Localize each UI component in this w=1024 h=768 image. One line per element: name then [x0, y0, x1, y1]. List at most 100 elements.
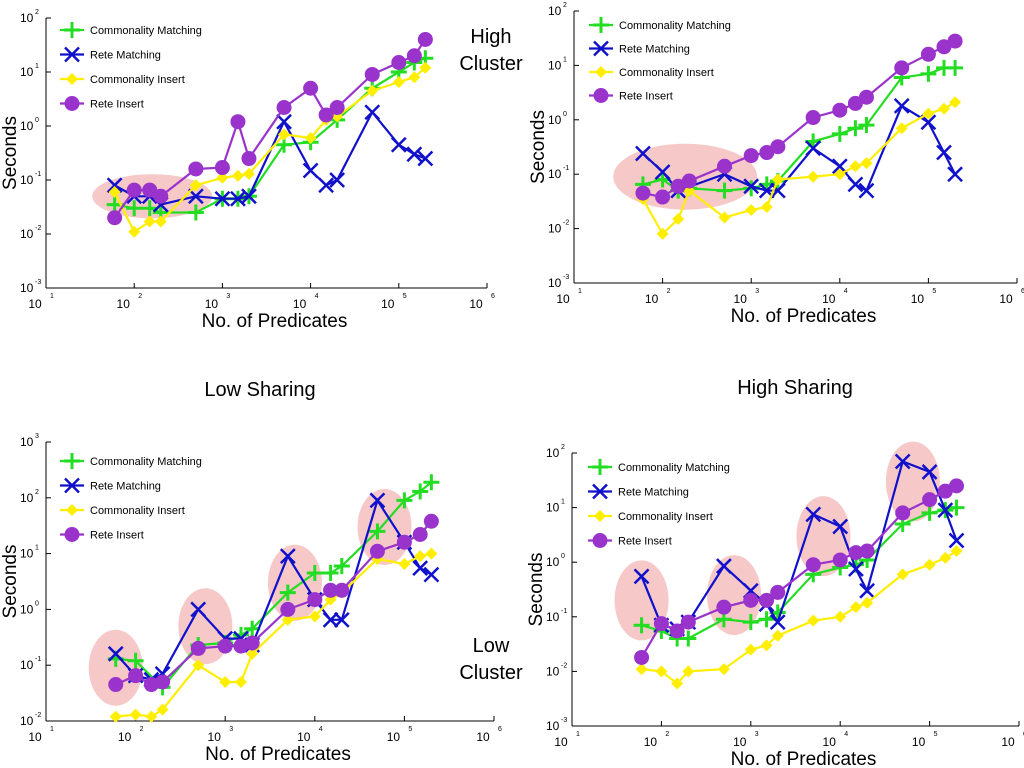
legend-marker [66, 504, 78, 516]
x-tick-label-1: 10 [117, 297, 131, 311]
data-point [307, 592, 323, 608]
data-point [143, 677, 159, 693]
data-point [241, 188, 257, 205]
y-tick-label-4: 10 [548, 58, 562, 72]
y-tick-exp-2: -1 [563, 165, 569, 172]
x-tick-label-1: 10 [118, 730, 132, 744]
legend-label: Commonality Matching [90, 456, 202, 468]
y-tick-label-0: 10 [20, 714, 34, 728]
legend-label: Commonality Insert [90, 74, 185, 86]
data-point [949, 96, 962, 109]
data-point [412, 526, 428, 542]
legend-item-commonality-matching: Commonality Matching [588, 459, 730, 475]
x-tick-label-4: 10 [912, 735, 926, 749]
data-point [108, 185, 121, 198]
data-point [392, 76, 405, 89]
legend: Commonality Matching Rete Matching Commona… [60, 22, 202, 111]
data-point [923, 558, 936, 571]
data-point [759, 145, 775, 161]
series-line [114, 497, 432, 681]
data-point [276, 113, 292, 130]
data-point [308, 610, 321, 623]
data-point [894, 60, 910, 76]
x-tick-label-2: 10 [734, 292, 748, 306]
data-point [188, 161, 204, 177]
series-rete-matching [106, 104, 434, 213]
high-cluster-label-line1: High [470, 26, 512, 48]
legend-item-commonality-insert: Commonality Insert [588, 510, 713, 523]
x-tick-label-0: 10 [556, 292, 570, 306]
y-tick-exp-2: 0 [35, 600, 39, 607]
legend-marker [592, 483, 608, 500]
legend-label: Commonality Matching [618, 462, 730, 474]
x-tick-exp-0: 1 [578, 288, 582, 295]
data-point [192, 659, 205, 672]
data-point [406, 48, 422, 64]
data-point [832, 518, 849, 535]
legend-label: Rete Insert [618, 536, 672, 548]
data-point [859, 543, 875, 559]
legend-item-rete-insert: Rete Insert [60, 96, 144, 111]
legend-marker [64, 453, 80, 469]
x-tick-exp-3: 4 [844, 288, 848, 295]
legend-label: Commonality Insert [618, 511, 713, 523]
data-point [242, 167, 255, 180]
y-tick-label-3: 10 [20, 547, 34, 561]
data-point [949, 478, 965, 494]
data-point [369, 492, 386, 509]
data-point [369, 543, 385, 559]
data-point [769, 182, 786, 199]
legend-label: Rete Matching [619, 44, 690, 56]
y-tick-label-4: 10 [20, 491, 34, 505]
data-point [847, 120, 864, 137]
legend-marker [64, 527, 80, 542]
low-sharing-label: Low Sharing [204, 379, 316, 401]
x-tick-exp-4: 5 [932, 288, 936, 295]
legend-item-commonality-insert: Commonality Insert [589, 66, 714, 79]
data-point [847, 95, 863, 111]
legend-label: Rete Matching [618, 487, 689, 499]
data-point [154, 215, 167, 228]
x-axis-title: No. of Predicates [731, 306, 877, 327]
data-point [417, 31, 433, 47]
x-tick-exp-1: 2 [140, 726, 144, 733]
x-tick-label-0: 10 [554, 735, 568, 749]
data-point [847, 176, 864, 193]
data-point [680, 630, 697, 647]
data-point [366, 84, 379, 97]
data-point [831, 125, 848, 142]
y-tick-exp-1: -2 [561, 662, 567, 669]
data-point [849, 601, 862, 614]
legend-label: Commonality Insert [619, 67, 714, 79]
data-point [334, 582, 350, 598]
data-point [716, 558, 732, 574]
data-point [633, 568, 650, 585]
data-point [417, 150, 434, 167]
legend-marker [592, 533, 608, 548]
data-point [278, 128, 291, 141]
data-point [920, 65, 937, 82]
x-tick-exp-5: 6 [1021, 288, 1024, 295]
legend-marker [593, 40, 609, 57]
legend-marker [64, 477, 80, 494]
legend-marker [66, 73, 78, 85]
data-point [390, 136, 407, 153]
data-point [716, 599, 732, 615]
data-point [936, 144, 952, 161]
data-point [948, 499, 965, 516]
data-point [858, 117, 875, 134]
legend-label: Commonality Insert [90, 505, 185, 517]
data-point [743, 148, 759, 164]
legend-marker [593, 88, 609, 103]
y-tick-label-3: 10 [548, 113, 562, 127]
legend-label: Commonality Matching [619, 20, 731, 32]
series-line [641, 101, 956, 236]
data-point [391, 54, 407, 70]
data-point [635, 145, 651, 162]
data-point [108, 677, 124, 693]
x-tick-exp-3: 4 [315, 293, 319, 300]
data-point [920, 46, 936, 62]
data-point [414, 550, 427, 563]
data-point [716, 182, 733, 199]
